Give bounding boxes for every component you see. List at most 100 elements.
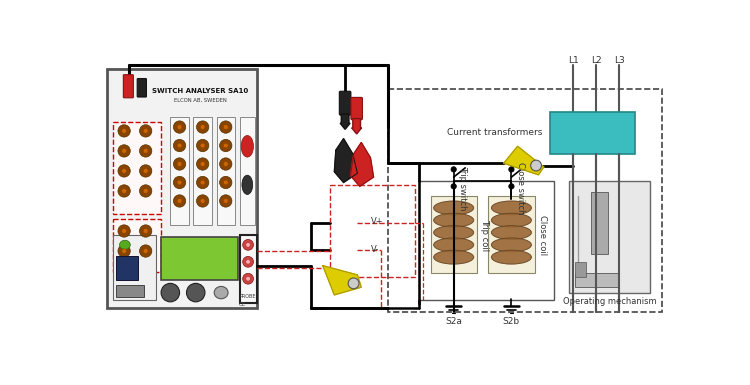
Circle shape: [173, 139, 186, 152]
Circle shape: [118, 145, 130, 157]
Circle shape: [200, 180, 205, 185]
Circle shape: [224, 180, 228, 185]
Text: L2: L2: [591, 55, 602, 65]
Polygon shape: [322, 266, 362, 295]
Circle shape: [243, 239, 254, 250]
Circle shape: [143, 229, 148, 233]
Text: SWITCH ANALYSER SA10: SWITCH ANALYSER SA10: [152, 88, 248, 94]
Bar: [591, 192, 608, 254]
FancyArrow shape: [340, 114, 350, 129]
FancyBboxPatch shape: [351, 97, 362, 120]
Circle shape: [140, 165, 152, 177]
Circle shape: [140, 185, 152, 197]
Text: V+: V+: [371, 217, 384, 226]
Circle shape: [140, 145, 152, 157]
Circle shape: [220, 121, 232, 133]
Bar: [388, 89, 662, 312]
Circle shape: [161, 283, 179, 302]
Bar: [239, 117, 255, 225]
Bar: [550, 112, 634, 154]
Circle shape: [196, 195, 208, 207]
Circle shape: [243, 256, 254, 267]
Text: CE: CE: [238, 302, 245, 306]
Circle shape: [177, 143, 182, 148]
Circle shape: [187, 283, 205, 302]
Ellipse shape: [491, 250, 532, 264]
Ellipse shape: [491, 238, 532, 252]
Text: V-: V-: [371, 245, 380, 254]
Circle shape: [224, 143, 228, 148]
Circle shape: [220, 195, 232, 207]
Circle shape: [122, 129, 127, 133]
Ellipse shape: [491, 226, 532, 239]
Circle shape: [224, 162, 228, 166]
Circle shape: [173, 121, 186, 133]
Circle shape: [140, 225, 152, 237]
Circle shape: [122, 249, 127, 253]
Bar: [194, 117, 212, 225]
Circle shape: [122, 189, 127, 193]
Text: PROBE: PROBE: [240, 294, 256, 299]
Bar: [113, 219, 161, 272]
Circle shape: [143, 149, 148, 153]
Polygon shape: [350, 142, 374, 186]
Circle shape: [196, 139, 208, 152]
Ellipse shape: [433, 226, 474, 239]
Ellipse shape: [119, 240, 130, 249]
Text: Current transformers: Current transformers: [447, 128, 542, 137]
Circle shape: [200, 143, 205, 148]
Bar: [419, 181, 554, 300]
Bar: [430, 196, 477, 273]
FancyBboxPatch shape: [137, 79, 146, 97]
Circle shape: [177, 125, 182, 129]
Bar: [569, 181, 650, 293]
Circle shape: [118, 165, 130, 177]
Text: Trip coil: Trip coil: [480, 219, 489, 251]
Circle shape: [122, 149, 127, 153]
Polygon shape: [334, 139, 358, 182]
Circle shape: [220, 176, 232, 189]
Circle shape: [177, 162, 182, 166]
Circle shape: [451, 184, 456, 189]
Circle shape: [220, 158, 232, 170]
Ellipse shape: [242, 136, 254, 157]
Bar: [116, 285, 144, 297]
Circle shape: [143, 129, 148, 133]
Text: Close coil: Close coil: [538, 215, 547, 255]
Circle shape: [224, 199, 228, 203]
Circle shape: [173, 176, 186, 189]
Circle shape: [140, 125, 152, 137]
Circle shape: [122, 229, 127, 233]
Circle shape: [118, 185, 130, 197]
Circle shape: [200, 162, 205, 166]
Circle shape: [196, 176, 208, 189]
Circle shape: [122, 169, 127, 173]
Circle shape: [177, 180, 182, 185]
Text: Trip switch: Trip switch: [458, 166, 467, 211]
Circle shape: [140, 245, 152, 257]
Bar: [116, 256, 138, 280]
Circle shape: [118, 225, 130, 237]
Circle shape: [143, 189, 148, 193]
Bar: [113, 122, 161, 214]
Ellipse shape: [491, 201, 532, 215]
Circle shape: [200, 125, 205, 129]
Text: Close switch: Close switch: [516, 162, 525, 215]
Text: S2b: S2b: [503, 317, 520, 326]
Bar: [331, 185, 416, 277]
Circle shape: [173, 195, 186, 207]
FancyBboxPatch shape: [123, 75, 134, 98]
Text: L1: L1: [568, 55, 578, 65]
Circle shape: [509, 167, 514, 172]
Circle shape: [246, 259, 250, 264]
Circle shape: [200, 199, 205, 203]
Circle shape: [220, 139, 232, 152]
Bar: [161, 237, 238, 280]
Circle shape: [509, 184, 514, 189]
Circle shape: [246, 276, 250, 281]
Bar: [113, 235, 156, 300]
Polygon shape: [504, 146, 544, 175]
Ellipse shape: [242, 175, 253, 194]
Bar: [488, 196, 535, 273]
Ellipse shape: [433, 201, 474, 215]
